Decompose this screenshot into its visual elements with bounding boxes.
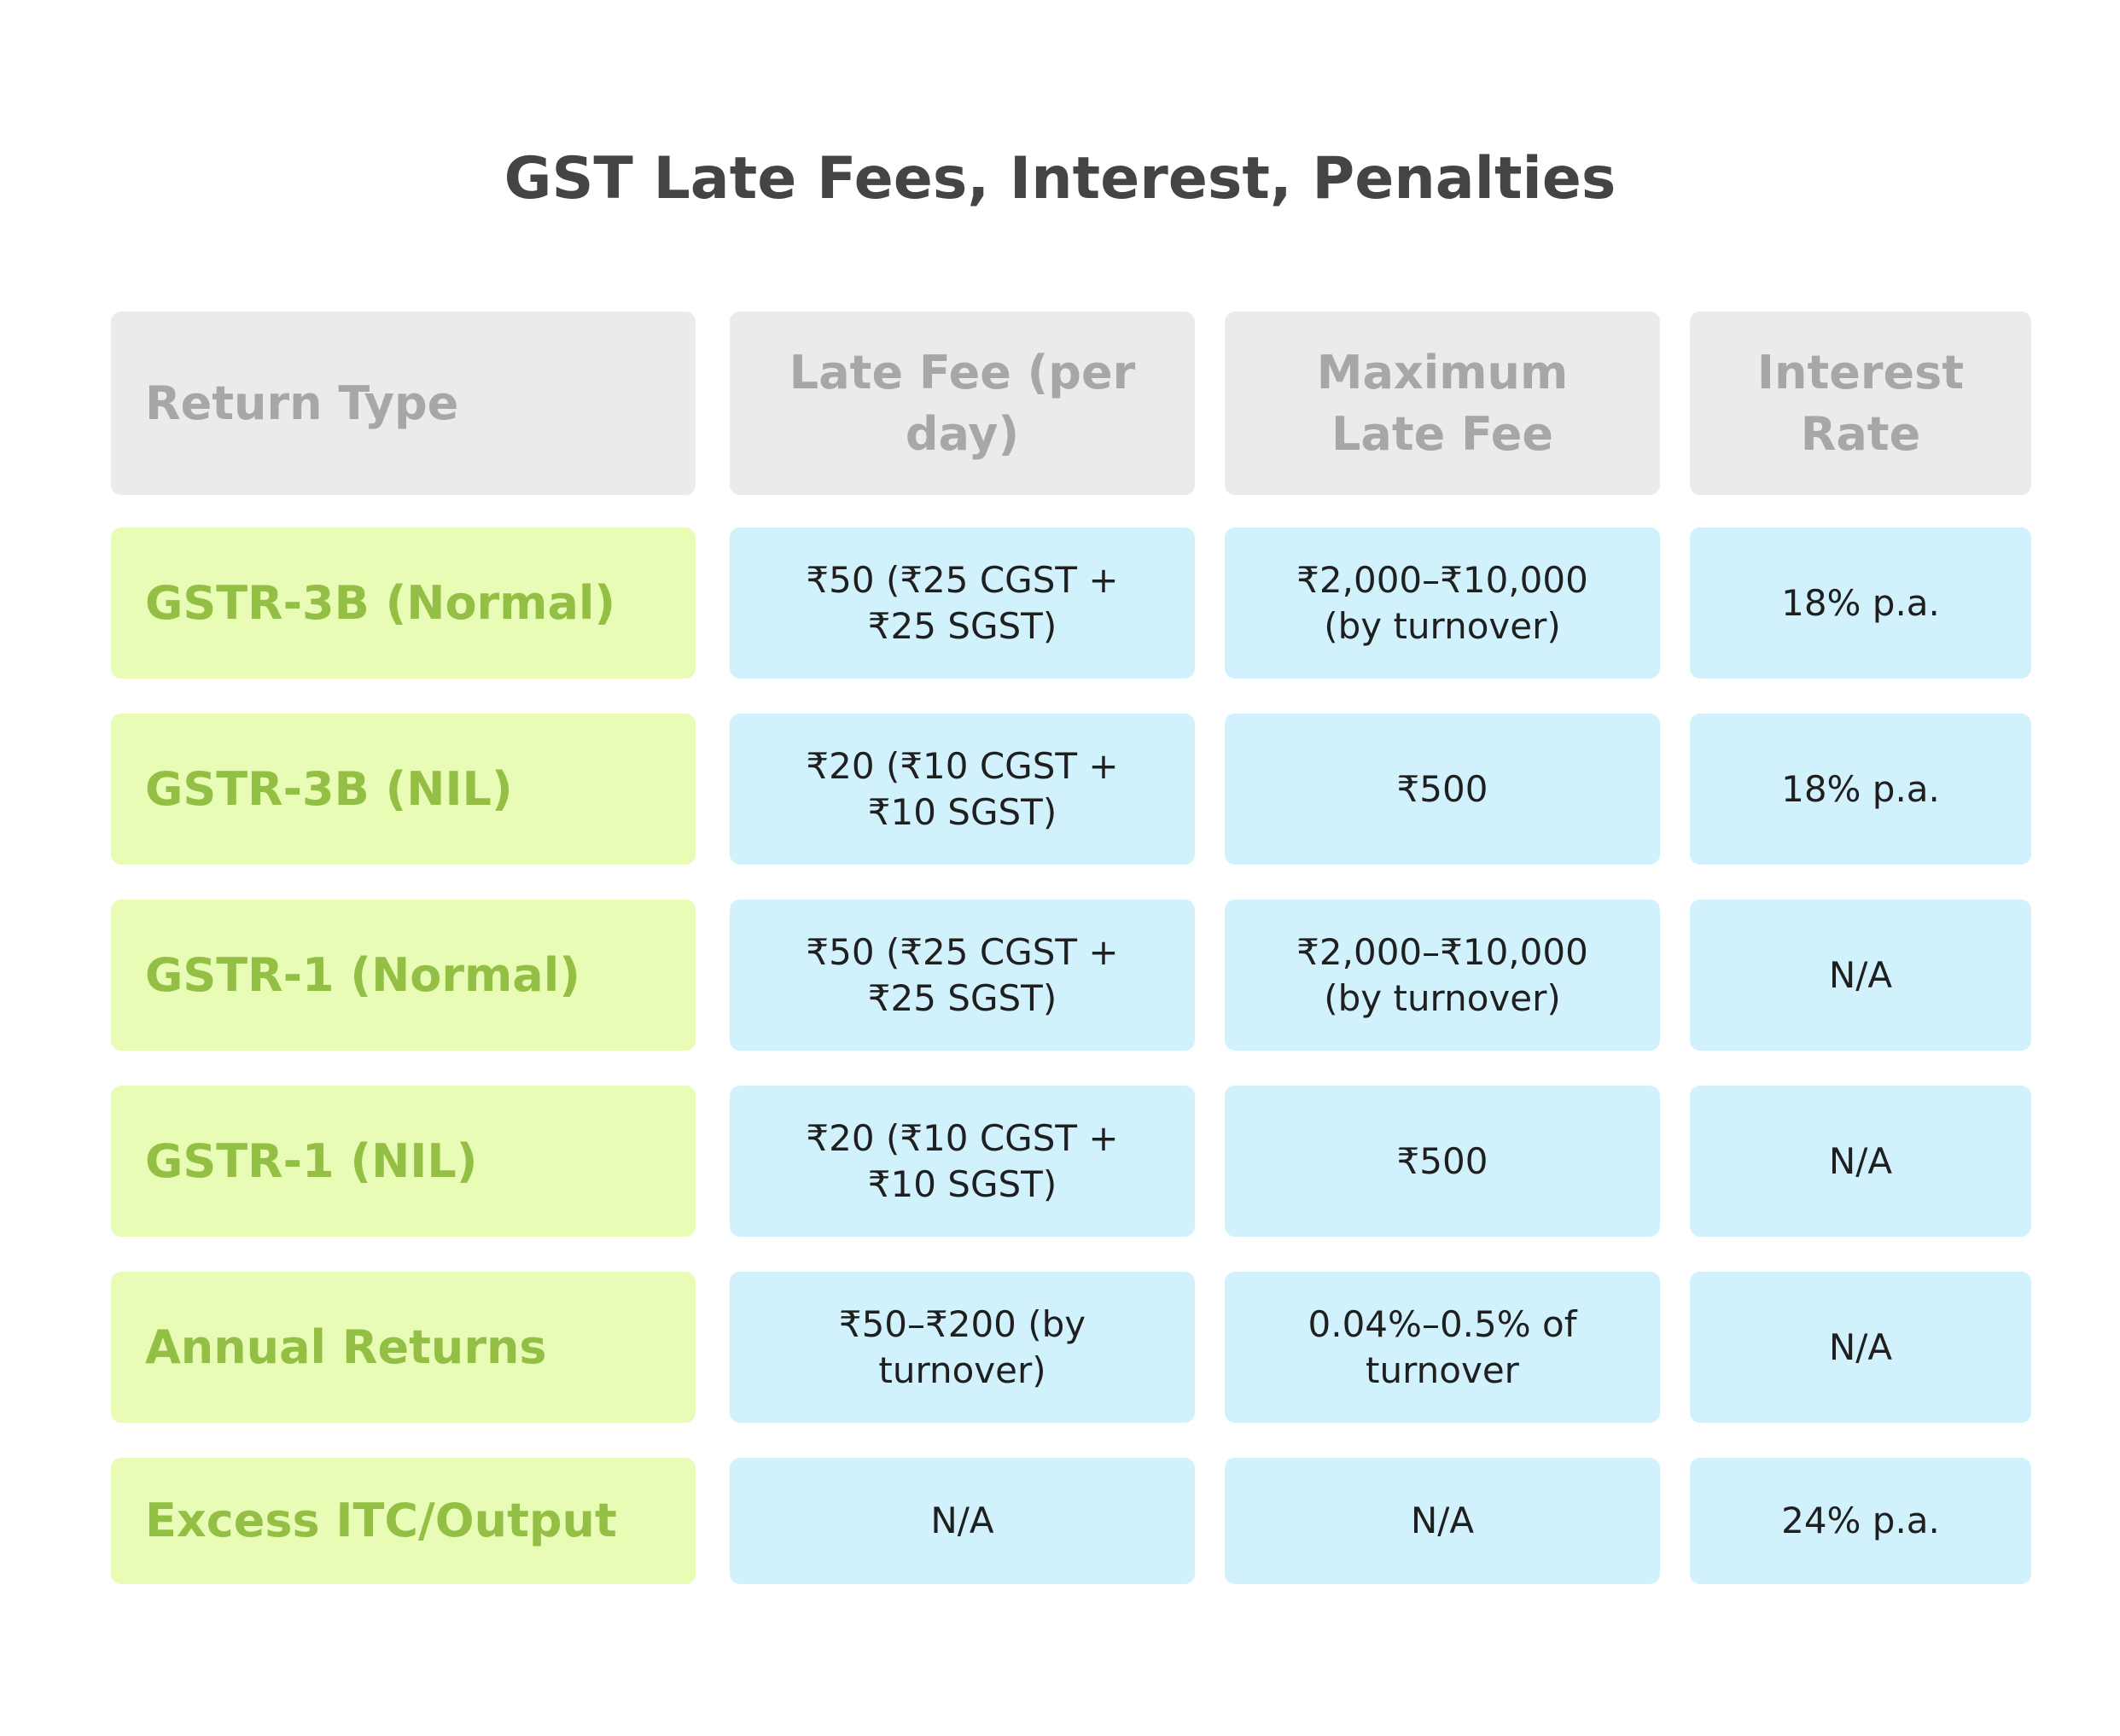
header-late-fee-per-day: Late Fee (per day): [730, 312, 1195, 495]
table-title: GST Late Fees, Interest, Penalties: [504, 145, 1616, 213]
header-return-type: Return Type: [111, 312, 696, 495]
row-label: GSTR-3B (Normal): [111, 527, 696, 679]
cell-late-fee-per-day: ₹50 (₹25 CGST + ₹25 SGST): [730, 900, 1195, 1051]
cell-maximum-late-fee: 0.04%–0.5% of turnover: [1225, 1272, 1660, 1423]
cell-interest-rate: N/A: [1690, 1272, 2031, 1423]
row-label: GSTR-3B (NIL): [111, 714, 696, 865]
cell-interest-rate: 18% p.a.: [1690, 714, 2031, 865]
cell-interest-rate: N/A: [1690, 1086, 2031, 1237]
row-label: Annual Returns: [111, 1272, 696, 1423]
cell-maximum-late-fee: ₹2,000–₹10,000 (by turnover): [1225, 527, 1660, 679]
cell-interest-rate: 24% p.a.: [1690, 1458, 2031, 1584]
row-label: GSTR-1 (NIL): [111, 1086, 696, 1237]
cell-maximum-late-fee: ₹500: [1225, 714, 1660, 865]
cell-maximum-late-fee: ₹2,000–₹10,000 (by turnover): [1225, 900, 1660, 1051]
header-maximum-late-fee: Maximum Late Fee: [1225, 312, 1660, 495]
cell-maximum-late-fee: N/A: [1225, 1458, 1660, 1584]
header-interest-rate: Interest Rate: [1690, 312, 2031, 495]
cell-late-fee-per-day: ₹50 (₹25 CGST + ₹25 SGST): [730, 527, 1195, 679]
row-label: GSTR-1 (Normal): [111, 900, 696, 1051]
row-label: Excess ITC/Output: [111, 1458, 696, 1584]
cell-maximum-late-fee: ₹500: [1225, 1086, 1660, 1237]
cell-late-fee-per-day: ₹20 (₹10 CGST + ₹10 SGST): [730, 1086, 1195, 1237]
cell-late-fee-per-day: N/A: [730, 1458, 1195, 1584]
cell-late-fee-per-day: ₹20 (₹10 CGST + ₹10 SGST): [730, 714, 1195, 865]
cell-interest-rate: 18% p.a.: [1690, 527, 2031, 679]
cell-interest-rate: N/A: [1690, 900, 2031, 1051]
cell-late-fee-per-day: ₹50–₹200 (by turnover): [730, 1272, 1195, 1423]
